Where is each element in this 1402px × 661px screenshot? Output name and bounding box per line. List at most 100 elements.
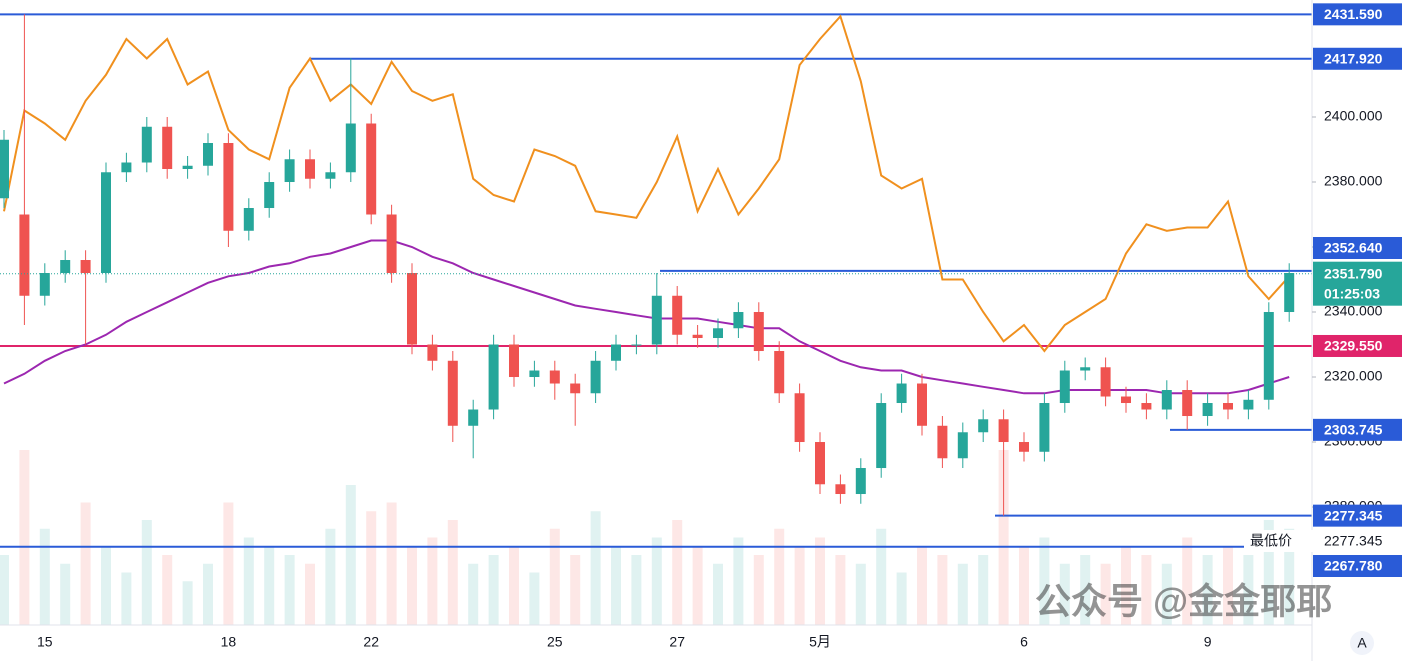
current-price-label: 2351.790 (1324, 265, 1383, 281)
volume-bar (855, 563, 866, 625)
candle-body (774, 351, 785, 394)
candle-body (1080, 367, 1091, 371)
candle-body (917, 383, 927, 426)
candle-body (631, 344, 642, 346)
volume-bar (1284, 528, 1295, 625)
volume-bar (835, 555, 846, 625)
candle-body (978, 419, 989, 433)
candle-body (1202, 403, 1213, 417)
volume-bar (223, 502, 234, 625)
volume-bar (243, 537, 254, 625)
volume-bar (509, 546, 519, 625)
candle-body (468, 409, 479, 426)
volume-bar (80, 502, 91, 625)
candle-body (1243, 399, 1254, 410)
candle-body (1059, 370, 1070, 404)
volume-bar (305, 563, 315, 625)
volume-bar (978, 555, 989, 625)
volume-bar (590, 511, 601, 625)
candle-body (386, 214, 397, 274)
volume-bar (1039, 537, 1050, 625)
candle-body (182, 165, 193, 170)
candle-body (590, 360, 601, 394)
candle-body (1223, 403, 1233, 410)
volume-bar (407, 546, 417, 625)
candle-body (815, 442, 825, 485)
volume-bar (611, 546, 621, 625)
volume-bar (753, 555, 764, 625)
overlay-line (3, 239, 1290, 395)
volume-bar (203, 563, 213, 625)
volume-bar (815, 537, 825, 625)
x-tick-label: 9 (1204, 634, 1212, 650)
candle-body (672, 295, 683, 335)
volume-bar (957, 563, 968, 625)
candle-body (345, 123, 356, 173)
level-label-box (1313, 3, 1402, 26)
volume-bar (631, 555, 642, 625)
candle-body (1284, 273, 1295, 313)
volume-bar (1100, 563, 1111, 625)
volume-bar (733, 537, 744, 625)
x-tick-label: 22 (363, 634, 379, 650)
level-label: 2352.640 (1324, 240, 1383, 256)
level-label: 2329.550 (1324, 338, 1383, 354)
volume-bar (1243, 555, 1254, 625)
candle-body (1182, 390, 1193, 417)
level-label-box (1313, 47, 1402, 70)
candle-body (549, 370, 560, 384)
overlay-line (3, 14, 1290, 353)
candle-body (1263, 312, 1274, 400)
low-label-box (1244, 530, 1402, 552)
volume-bar (529, 572, 540, 625)
volume-bar (345, 485, 356, 625)
volume-bar (468, 563, 479, 625)
volume-bar (141, 520, 152, 625)
candle-body (713, 328, 723, 339)
volume-bar (917, 546, 927, 625)
candle-body (121, 162, 132, 173)
level-label-box (1313, 334, 1402, 357)
volume-bar (1141, 555, 1152, 625)
candle-body (264, 182, 275, 209)
candle-body (855, 468, 866, 495)
candle-body (162, 126, 173, 170)
x-tick-label: 25 (547, 634, 563, 650)
candle-body (243, 208, 254, 231)
volume-bar (794, 546, 805, 625)
candle-body (427, 344, 438, 361)
volume-bar (366, 511, 377, 625)
candle-body (325, 172, 336, 179)
candle-body (835, 484, 846, 495)
x-tick-label: 6 (1020, 634, 1028, 650)
volume-bar (774, 528, 785, 625)
scale-button[interactable] (1350, 631, 1374, 655)
candle-body (570, 383, 581, 394)
volume-bar (998, 450, 1009, 625)
candle-body (284, 159, 295, 183)
candle-body (0, 139, 9, 199)
level-label-box (1313, 237, 1402, 259)
candle-body (305, 159, 315, 179)
volume-bar (427, 537, 438, 625)
candle-body (60, 260, 71, 274)
y-tick-label: 2380.000 (1324, 173, 1383, 189)
candle-body (203, 143, 213, 166)
candle-body (733, 312, 744, 329)
volume-bar (1182, 537, 1193, 625)
scale-button-label[interactable]: A (1357, 635, 1367, 651)
candle-body (651, 295, 662, 345)
candle-body (19, 214, 30, 296)
price-layer (0, 13, 1312, 548)
volume-bar (713, 563, 723, 625)
candle-body (488, 344, 499, 410)
candle-body (998, 419, 1009, 443)
volume-bar (162, 555, 173, 625)
volume-bar (1263, 520, 1274, 625)
candle-body (1141, 403, 1152, 410)
candle-body (509, 344, 519, 378)
candle-body (876, 403, 887, 469)
volume-bar (692, 546, 703, 625)
level-label: 2303.745 (1324, 422, 1383, 438)
volume-bar (264, 546, 275, 625)
